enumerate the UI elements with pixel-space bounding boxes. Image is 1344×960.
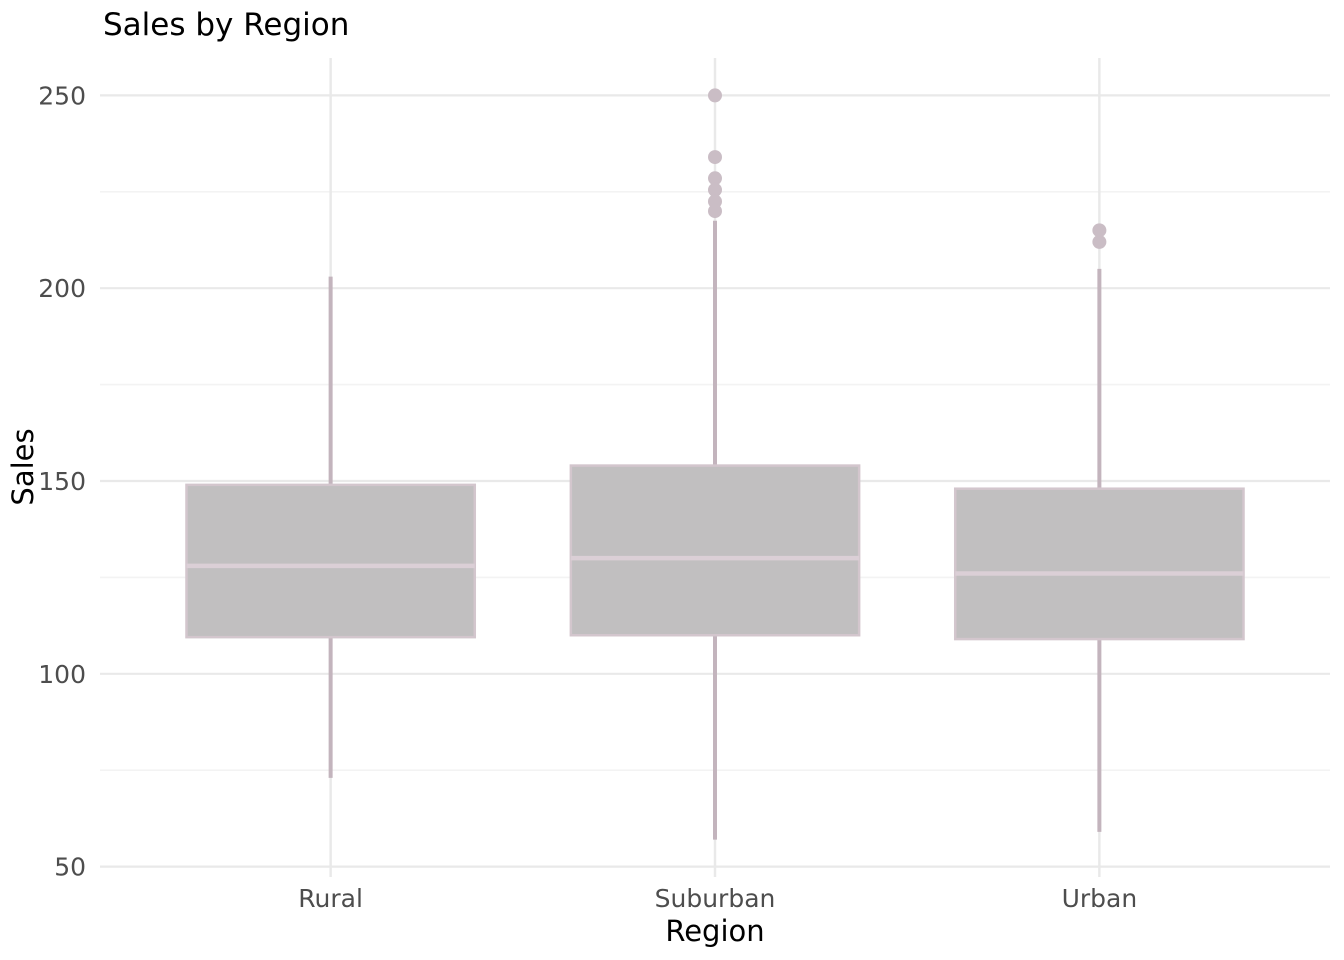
boxes-layer bbox=[185, 88, 1245, 840]
boxplot-suburban bbox=[569, 88, 861, 840]
outlier-point bbox=[708, 88, 722, 103]
outlier-point bbox=[708, 150, 722, 165]
y-tick-label: 200 bbox=[38, 274, 86, 303]
outlier-point bbox=[708, 194, 722, 209]
iqr-box bbox=[185, 483, 477, 639]
x-tick-label: Urban bbox=[1062, 884, 1138, 913]
boxplot-urban bbox=[953, 223, 1245, 832]
y-tick-label: 250 bbox=[38, 81, 86, 110]
x-tick-label: Suburban bbox=[655, 884, 776, 913]
y-axis-title: Sales bbox=[6, 428, 40, 505]
x-tick-labels: Rural Suburban Urban bbox=[298, 884, 1137, 913]
y-tick-label: 100 bbox=[38, 660, 86, 689]
outlier-point bbox=[708, 182, 722, 197]
outlier-point bbox=[1092, 223, 1107, 238]
iqr-box bbox=[953, 487, 1245, 641]
outlier-point bbox=[1092, 234, 1107, 249]
y-tick-label: 50 bbox=[54, 853, 86, 882]
boxplot-rural bbox=[185, 276, 477, 778]
iqr-box bbox=[569, 464, 861, 637]
x-tick-label: Rural bbox=[298, 884, 363, 913]
y-tick-labels: 50 100 150 200 250 bbox=[38, 81, 86, 881]
outlier-point bbox=[708, 171, 722, 186]
y-tick-label: 150 bbox=[38, 467, 86, 496]
chart-title: Sales by Region bbox=[103, 7, 349, 43]
outlier-point bbox=[708, 204, 722, 219]
x-axis-title: Region bbox=[665, 914, 764, 948]
